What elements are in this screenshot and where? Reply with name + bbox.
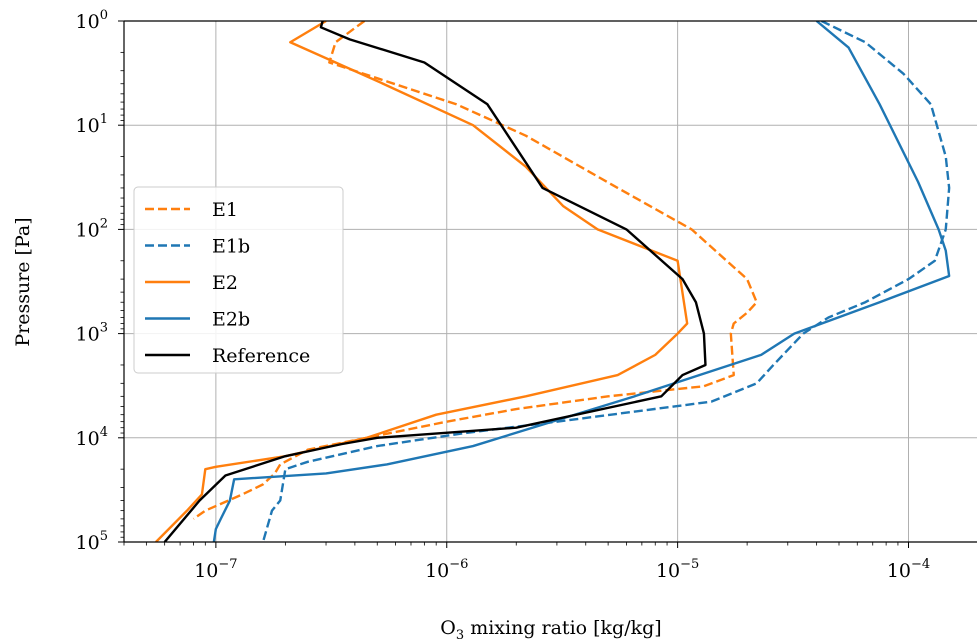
legend-label-reference: Reference [212, 345, 310, 367]
x-tick-label: 10−5 [656, 557, 699, 582]
series-lines [155, 21, 951, 542]
y-tick-label: 100 [76, 8, 108, 33]
y-tick-label: 103 [76, 321, 108, 346]
series-line-e2b [212, 21, 951, 542]
legend-label-e1: E1 [212, 199, 238, 221]
tick-marks [118, 20, 909, 548]
y-axis-label: Pressure [Pa] [12, 217, 34, 346]
series-line-e1b [261, 21, 951, 542]
legend-label-e1b: E1b [212, 236, 250, 258]
series-line-e1 [192, 21, 758, 520]
x-tick-label: 10−7 [194, 557, 237, 582]
axes-frame [123, 20, 977, 543]
x-axis-label: O3 mixing ratio [kg/kg] [440, 617, 661, 643]
x-tick-label: 10−6 [425, 557, 468, 582]
series-line-reference [163, 21, 707, 542]
y-tick-label: 101 [76, 112, 108, 137]
legend: E1 E1b E2 E2b Reference [133, 186, 344, 374]
legend-box [133, 186, 344, 374]
tick-labels: 10−7 10−6 10−5 10−4 100 101 102 103 104 105 [76, 8, 931, 582]
legend-label-e2b: E2b [212, 309, 250, 331]
y-tick-label: 102 [76, 216, 108, 241]
series-line-e2 [155, 21, 689, 542]
legend-label-e2: E2 [212, 272, 238, 294]
y-tick-label: 104 [76, 425, 108, 450]
x-tick-label: 10−4 [887, 557, 930, 582]
y-tick-label: 105 [76, 529, 108, 554]
